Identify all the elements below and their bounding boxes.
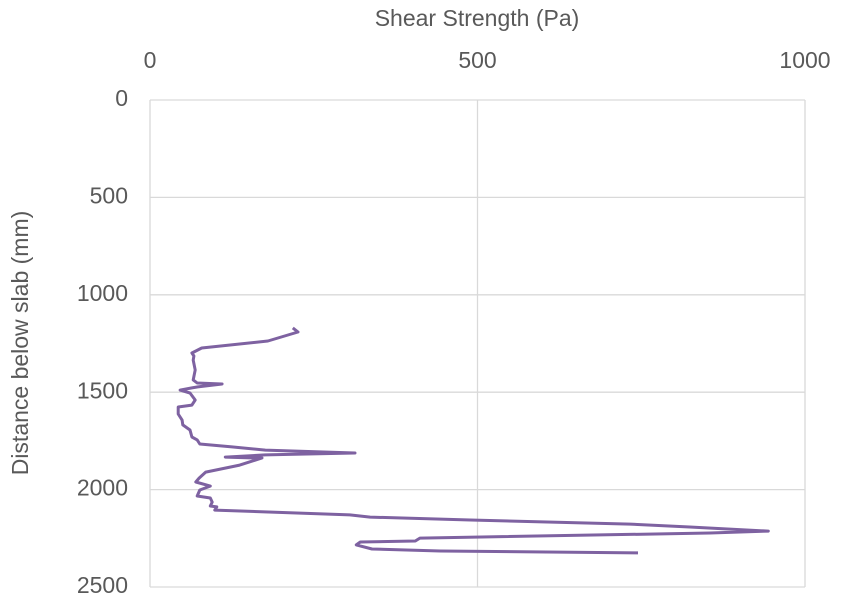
y-tick-label: 2500 <box>77 572 128 598</box>
y-tick-label: 1000 <box>77 280 128 306</box>
x-tick-label: 0 <box>144 47 157 73</box>
y-tick-label: 2000 <box>77 475 128 501</box>
x-tick-label: 1000 <box>779 47 830 73</box>
y-tick-label: 1500 <box>77 377 128 403</box>
y-tick-label: 500 <box>90 182 128 208</box>
x-axis-title: Shear Strength (Pa) <box>375 5 580 31</box>
y-axis-title: Distance below slab (mm) <box>7 211 33 476</box>
x-tick-label: 500 <box>458 47 496 73</box>
data-line <box>176 326 770 555</box>
y-tick-label: 0 <box>115 85 128 111</box>
